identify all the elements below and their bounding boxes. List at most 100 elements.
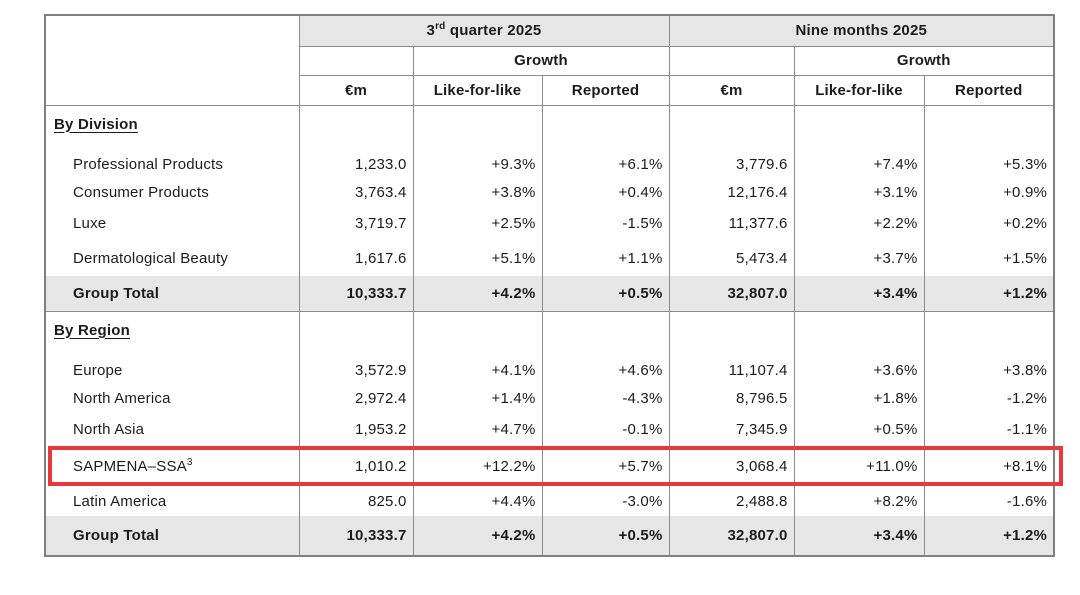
row-label: Luxe [73, 215, 107, 232]
cell-q3-lfl: +9.3% [412, 150, 542, 178]
cell-nm-reported: +0.9% [923, 178, 1055, 206]
cell-nm-lfl: +1.8% [793, 384, 924, 412]
cell-nm-lfl: +3.4% [793, 276, 924, 312]
results-table-container: 3rd quarter 2025 Nine months 2025 Growth… [44, 14, 1056, 557]
cell-q3-eur: 825.0 [298, 486, 413, 516]
footnote-superscript: 3 [186, 457, 193, 468]
row-label: Group Total [45, 516, 299, 556]
cell-q3-eur: 10,333.7 [298, 516, 413, 556]
table-row-europe: Europe 3,572.9 +4.1% +4.6% 11,107.4 +3.6… [45, 356, 1055, 384]
cell-nm-reported: +1.2% [923, 516, 1055, 556]
cell-nm-eur: 32,807.0 [668, 516, 794, 556]
cell-q3-eur: 3,763.4 [298, 178, 413, 206]
row-label: Latin America [73, 492, 167, 510]
cell-q3-reported: -3.0% [541, 486, 669, 516]
cell-q3-reported: +6.1% [541, 150, 669, 178]
cell-q3-eur: 1,010.2 [298, 447, 413, 486]
cell-nm-lfl: +8.2% [793, 486, 924, 516]
cell-q3-lfl: +4.4% [412, 486, 542, 516]
cell-nm-eur: 3,068.4 [668, 447, 794, 486]
cell-q3-reported: -1.5% [541, 206, 669, 241]
cell-q3-eur: 1,233.0 [298, 150, 413, 178]
cell-nm-reported: +8.1% [923, 447, 1055, 486]
table-row-consumer-products: Consumer Products 3,763.4 +3.8% +0.4% 12… [45, 178, 1055, 206]
cell-q3-eur: 1,953.2 [298, 412, 413, 447]
table-row-region-group-total: Group Total 10,333.7 +4.2% +0.5% 32,807.… [45, 516, 1055, 556]
table-row-sapmena-ssa: SAPMENA–SSA3 1,010.2 +12.2% +5.7% 3,068.… [45, 447, 1055, 486]
cell-q3-eur: 2,972.4 [298, 384, 413, 412]
cell-nm-lfl: +2.2% [793, 206, 924, 241]
row-label: Dermatological Beauty [73, 250, 229, 267]
cell-nm-eur: 5,473.4 [668, 241, 794, 276]
section-row-by-region: By Region [45, 311, 1055, 356]
cell-nm-lfl: +7.4% [793, 150, 924, 178]
section-row-by-division: By Division [45, 105, 1055, 150]
row-label: Europe [73, 361, 123, 379]
cell-q3-lfl: +3.8% [412, 178, 542, 206]
cell-q3-lfl: +4.1% [412, 356, 542, 384]
cell-nm-lfl: +11.0% [793, 447, 924, 486]
section-title-by-region: By Region [54, 321, 130, 339]
ordinal-superscript: rd [435, 21, 446, 33]
cell-nm-lfl: +3.7% [793, 241, 924, 276]
cell-nm-reported: +0.2% [923, 206, 1055, 241]
nm-reported-column-header: Reported [923, 75, 1055, 106]
q3-growth-header: Growth [412, 46, 669, 76]
cell-nm-eur: 11,107.4 [668, 356, 794, 384]
nm-lfl-column-header: Like-for-like [793, 75, 924, 106]
cell-nm-lfl: +0.5% [793, 412, 924, 447]
cell-q3-reported: +0.4% [541, 178, 669, 206]
q3-eur-spacer-cell [298, 46, 413, 76]
table-row-north-asia: North Asia 1,953.2 +4.7% -0.1% 7,345.9 +… [45, 412, 1055, 447]
cell-nm-eur: 8,796.5 [668, 384, 794, 412]
cell-q3-lfl: +5.1% [412, 241, 542, 276]
cell-nm-eur: 12,176.4 [668, 178, 794, 206]
cell-q3-lfl: +4.2% [412, 516, 542, 556]
row-label: SAPMENA–SSA3 [73, 457, 193, 476]
quarterly-results-table: 3rd quarter 2025 Nine months 2025 Growth… [44, 14, 1056, 557]
cell-nm-reported: +5.3% [923, 150, 1055, 178]
nm-eur-column-header: €m [668, 75, 794, 106]
cell-nm-lfl: +3.1% [793, 178, 924, 206]
cell-q3-lfl: +2.5% [412, 206, 542, 241]
table-row-latin-america: Latin America 825.0 +4.4% -3.0% 2,488.8 … [45, 486, 1055, 516]
row-label: North America [73, 389, 171, 407]
corner-cell [45, 15, 299, 106]
cell-q3-reported: +4.6% [541, 356, 669, 384]
cell-nm-reported: -1.1% [923, 412, 1055, 447]
cell-nm-eur: 11,377.6 [668, 206, 794, 241]
cell-q3-lfl: +1.4% [412, 384, 542, 412]
q3-period-header: 3rd quarter 2025 [298, 15, 669, 47]
cell-q3-lfl: +4.2% [412, 276, 542, 312]
row-label: Professional Products [73, 155, 224, 173]
cell-q3-eur: 10,333.7 [298, 276, 413, 312]
cell-nm-eur: 3,779.6 [668, 150, 794, 178]
cell-q3-lfl: +4.7% [412, 412, 542, 447]
cell-q3-eur: 3,572.9 [298, 356, 413, 384]
row-label: Group Total [45, 276, 299, 312]
cell-nm-reported: -1.6% [923, 486, 1055, 516]
cell-q3-eur: 1,617.6 [298, 241, 413, 276]
cell-q3-lfl: +12.2% [412, 447, 542, 486]
nine-months-period-header: Nine months 2025 [668, 15, 1055, 47]
table-row-division-group-total: Group Total 10,333.7 +4.2% +0.5% 32,807.… [45, 276, 1055, 312]
cell-q3-reported: +0.5% [541, 516, 669, 556]
q3-eur-column-header: €m [298, 75, 413, 106]
nm-growth-header: Growth [793, 46, 1055, 76]
cell-q3-reported: +0.5% [541, 276, 669, 312]
q3-reported-column-header: Reported [541, 75, 669, 106]
table-row-luxe: Luxe 3,719.7 +2.5% -1.5% 11,377.6 +2.2% … [45, 206, 1055, 241]
cell-nm-eur: 7,345.9 [668, 412, 794, 447]
cell-nm-reported: +1.2% [923, 276, 1055, 312]
cell-nm-reported: -1.2% [923, 384, 1055, 412]
table-row-north-america: North America 2,972.4 +1.4% -4.3% 8,796.… [45, 384, 1055, 412]
cell-nm-reported: +3.8% [923, 356, 1055, 384]
cell-q3-reported: +1.1% [541, 241, 669, 276]
cell-q3-eur: 3,719.7 [298, 206, 413, 241]
cell-q3-reported: +5.7% [541, 447, 669, 486]
section-title-by-division: By Division [54, 115, 138, 133]
cell-nm-eur: 2,488.8 [668, 486, 794, 516]
cell-nm-eur: 32,807.0 [668, 276, 794, 312]
cell-nm-lfl: +3.6% [793, 356, 924, 384]
row-label: Consumer Products [73, 183, 209, 201]
